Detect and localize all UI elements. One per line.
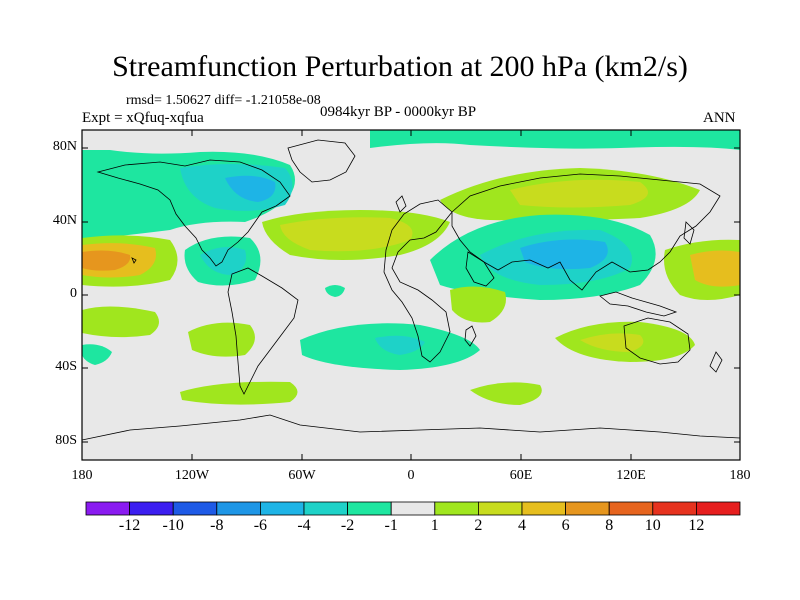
positive-anomaly-indian-ocean-core: [580, 333, 644, 352]
coast-greenland: [287, 139, 356, 183]
colorbar-box: [129, 501, 174, 516]
positive-anomaly-east-africa: [450, 286, 506, 323]
colorbar-box: [696, 501, 741, 516]
lon-label-180e: 180: [729, 468, 751, 483]
colorbar-box: [172, 501, 218, 516]
coastlines: [82, 139, 740, 441]
colorbar-label: -4: [297, 517, 311, 534]
stats-label: rmsd= 1.50627 diff= -1.21058e-08: [126, 93, 321, 108]
lon-label-60e: 60E: [509, 468, 533, 483]
colorbar-box: [652, 501, 697, 516]
chart-title: Streamfunction Perturbation at 200 hPa (…: [112, 50, 688, 83]
negative-anomaly-arctic: [370, 130, 740, 150]
coast-asia: [451, 173, 721, 291]
positive-anomaly-eurasia-core: [510, 179, 648, 208]
positive-anomaly-southern-ocean-east: [470, 382, 542, 405]
colorbar-label: 6: [561, 517, 570, 534]
lat-label-80s: 80S: [55, 433, 77, 448]
coast-south-america: [227, 267, 299, 395]
colorbar-box: [521, 501, 566, 516]
lon-label-180w: 180: [71, 468, 93, 483]
coast-europe-africa: [383, 199, 453, 363]
colorbar-box: [216, 501, 261, 516]
coast-japan: [683, 221, 695, 245]
period-label: 0984kyr BP - 0000kyr BP: [320, 104, 477, 120]
colorbar-label: 2: [474, 517, 483, 534]
negative-anomaly-south-atlantic: [325, 285, 345, 297]
positive-anomaly-south-pacific-west: [82, 306, 159, 338]
coast-new-zealand: [709, 351, 723, 373]
colorbar-label: -12: [118, 517, 141, 534]
colorbar-label: -2: [340, 517, 355, 534]
colorbar-box: [390, 501, 436, 516]
colorbar-box: [259, 501, 305, 516]
season-label: ANN: [703, 110, 736, 126]
positive-anomaly-central-pacific-max: [82, 250, 131, 271]
positive-anomaly-southern-ocean: [180, 381, 298, 405]
colorbar-label: 8: [605, 517, 614, 534]
coast-antarctica: [82, 414, 740, 441]
coast-australia: [623, 317, 691, 365]
contour-field: [82, 130, 740, 460]
negative-anomaly-canada-core: [225, 175, 276, 202]
colorbar-label: -8: [210, 517, 224, 534]
colorbar-box: [565, 501, 610, 516]
experiment-label: Expt = xQfuq-xqfua: [82, 110, 204, 126]
lat-label-80n: 80N: [52, 139, 77, 154]
colorbar-box: [303, 501, 348, 516]
lat-label-0: 0: [70, 286, 77, 301]
lon-label-60w: 60W: [288, 468, 316, 483]
lon-label-120e: 120E: [616, 468, 646, 483]
colorbar-label: -1: [384, 517, 398, 534]
colorbar: [85, 501, 741, 516]
coast-indonesia: [599, 291, 678, 317]
colorbar-box: [434, 501, 479, 516]
colorbar-label: 10: [644, 517, 661, 534]
colorbar-label: 1: [430, 517, 439, 534]
colorbar-box: [608, 501, 654, 516]
colorbar-label: 4: [518, 517, 526, 534]
coast-arabia: [465, 251, 495, 287]
coast-hawaii: [131, 257, 137, 264]
lon-label-0: 0: [407, 468, 415, 483]
positive-anomaly-south-pacific: [188, 322, 255, 357]
lat-label-40n: 40N: [52, 213, 77, 228]
positive-anomaly-west-pacific-core: [690, 250, 740, 287]
tick-marks: [81, 130, 741, 460]
coast-britain: [395, 195, 407, 213]
negative-anomaly-southern-ocean-west: [82, 344, 112, 365]
colorbar-label: -10: [162, 517, 184, 534]
colorbar-box: [477, 501, 523, 516]
negative-anomaly-east-pacific-core: [200, 246, 247, 275]
negative-anomaly-asia-core: [520, 239, 608, 270]
lon-label-120w: 120W: [174, 468, 210, 483]
colorbar-box: [85, 501, 130, 516]
colorbar-box: [347, 501, 392, 516]
negative-anomaly-south-atlantic-core: [375, 335, 425, 355]
colorbar-label: 12: [688, 517, 705, 534]
coast-north-america: [96, 159, 291, 267]
coast-madagascar: [464, 325, 477, 347]
positive-anomaly-atlantic-core: [280, 217, 413, 252]
lat-label-40s: 40S: [55, 359, 77, 374]
colorbar-label: -6: [253, 517, 268, 534]
